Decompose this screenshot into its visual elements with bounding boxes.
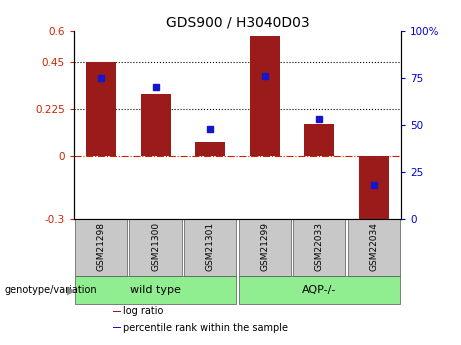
Text: GSM21299: GSM21299 <box>260 222 269 271</box>
Bar <box>348 219 400 276</box>
Bar <box>293 219 345 276</box>
Bar <box>238 219 291 276</box>
Title: GDS900 / H3040D03: GDS900 / H3040D03 <box>165 16 309 30</box>
Text: genotype/variation: genotype/variation <box>5 285 97 295</box>
Bar <box>184 219 236 276</box>
Bar <box>250 36 280 156</box>
Bar <box>130 219 182 276</box>
Bar <box>304 124 334 156</box>
Bar <box>113 327 121 328</box>
Text: GSM22033: GSM22033 <box>315 222 324 271</box>
Bar <box>86 62 116 156</box>
Bar <box>75 276 236 304</box>
Text: GSM21298: GSM21298 <box>96 222 106 271</box>
Text: AQP-/-: AQP-/- <box>302 285 337 295</box>
Bar <box>238 276 400 304</box>
Bar <box>195 142 225 156</box>
Bar <box>75 219 127 276</box>
Text: ▶: ▶ <box>67 285 75 295</box>
Text: GSM22034: GSM22034 <box>369 222 378 271</box>
Text: log ratio: log ratio <box>124 306 164 316</box>
Bar <box>359 156 389 223</box>
Text: GSM21300: GSM21300 <box>151 222 160 271</box>
Text: GSM21301: GSM21301 <box>206 222 215 271</box>
Bar <box>113 310 121 312</box>
Bar <box>141 94 171 156</box>
Text: percentile rank within the sample: percentile rank within the sample <box>124 323 288 333</box>
Text: wild type: wild type <box>130 285 181 295</box>
